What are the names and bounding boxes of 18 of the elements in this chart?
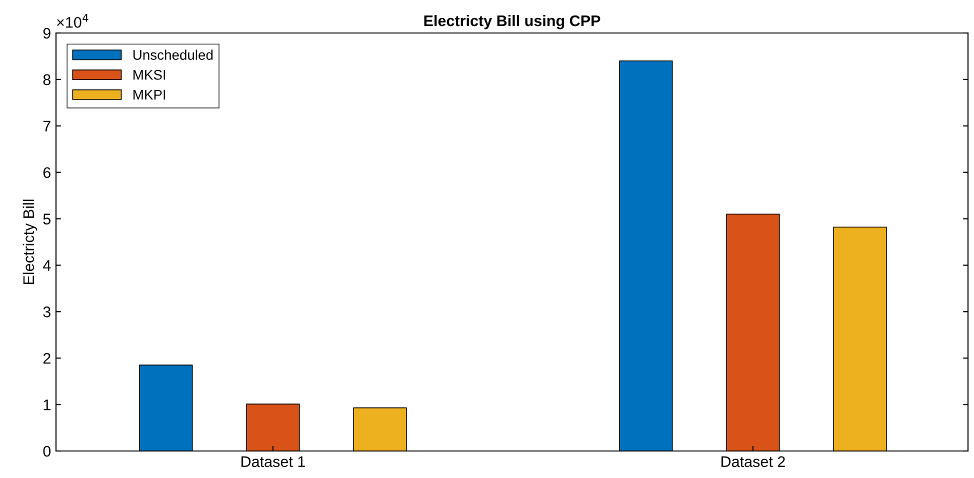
y-tick-label: 5 [43,214,50,224]
legend-label: MKSI [134,70,166,80]
y-tick-label: 4 [42,260,51,271]
text: ×10$^{4}$ [57,14,88,28]
legend-label: Unscheduled [133,50,213,60]
x-tick-label: Dataset 1 [242,456,305,468]
y-tick-label: 3 [43,306,50,318]
legend-label: MKPI [134,90,166,100]
chart-title: Electricty Bill using CPP [424,14,600,30]
y-tick-label: 8 [43,74,50,86]
y-tick-label: 9 [43,28,50,39]
y-axis-title: Electricty Bill [22,200,38,284]
y-tick-label: 6 [43,167,50,178]
y-tick-label: 0 [43,446,51,457]
y-tick-label: 7 [43,120,50,132]
x-tick-label: Dataset 2 [722,456,785,468]
y-tick-label: 1 [44,400,50,410]
y-tick-label: 2 [43,352,50,364]
